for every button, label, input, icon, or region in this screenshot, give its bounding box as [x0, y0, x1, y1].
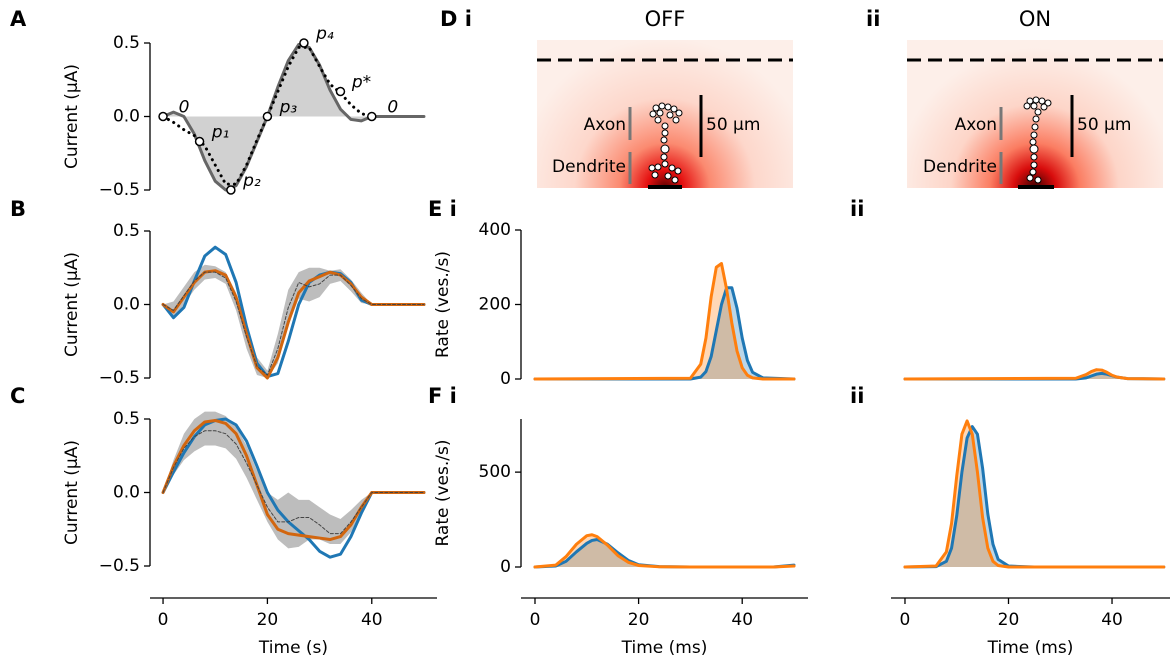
x-tick-label: 0 — [900, 610, 911, 630]
x-axis-label: Time (s) — [258, 638, 328, 658]
point-label: 0 — [179, 98, 190, 118]
y-tick-label: 0.0 — [113, 107, 140, 127]
area — [904, 369, 1164, 379]
y-tick-label: 400 — [479, 220, 511, 240]
y-axis-label: Rate (ves./s) — [433, 251, 453, 358]
area — [163, 44, 424, 190]
point-label: p₁ — [211, 122, 230, 142]
x-axis-label: Time (ms) — [621, 638, 708, 658]
dendrite-label: Dendrite — [923, 157, 997, 177]
point-label: 0 — [387, 98, 398, 118]
x-tick-label: 20 — [998, 610, 1020, 630]
image-title: ON — [1019, 7, 1051, 31]
y-tick-label: 200 — [479, 295, 511, 315]
line — [161, 269, 426, 380]
x-tick-label: 0 — [530, 610, 541, 630]
x-tick-label: 40 — [1101, 610, 1123, 630]
x-tick-label: 40 — [361, 610, 383, 630]
area — [534, 534, 795, 567]
line — [533, 286, 796, 381]
panel-label: C — [10, 384, 25, 408]
y-tick-label: 0 — [500, 557, 511, 577]
y-axis-label: Current (μA) — [62, 440, 82, 545]
point — [194, 136, 205, 147]
panel-label: ii — [866, 7, 880, 31]
x-tick-label: 20 — [257, 610, 279, 630]
area — [904, 426, 1164, 567]
line — [533, 533, 796, 569]
line — [162, 271, 425, 376]
line — [161, 418, 426, 542]
line — [161, 417, 426, 559]
scale-label: 50 μm — [1077, 115, 1131, 135]
point — [335, 86, 346, 97]
panel-label: B — [10, 197, 26, 221]
x-tick-label: 40 — [731, 610, 753, 630]
y-tick-label: 0 — [500, 369, 511, 389]
y-axis-label: Current (μA) — [62, 252, 82, 357]
panel-label: E i — [428, 197, 457, 221]
axon-label: Axon — [584, 115, 626, 135]
panel-label: F i — [428, 384, 457, 408]
y-tick-label: 0.0 — [113, 295, 140, 315]
area — [534, 287, 795, 379]
line — [903, 425, 1166, 569]
x-tick-label: 20 — [628, 610, 650, 630]
scale-label: 50 μm — [706, 115, 760, 135]
point-label: p₃ — [279, 98, 298, 118]
y-tick-label: 500 — [479, 462, 511, 482]
area — [904, 420, 1164, 567]
point — [299, 38, 309, 48]
panel-label: D i — [440, 7, 472, 31]
y-tick-label: 0.5 — [113, 33, 140, 53]
line — [162, 430, 425, 535]
y-tick-label: −0.5 — [99, 368, 140, 388]
y-tick-label: 0.0 — [113, 483, 140, 503]
panel-label: A — [10, 7, 27, 31]
point-label: p* — [351, 73, 371, 93]
point-label: p₄ — [315, 24, 334, 44]
image-off: OFF Axon Dendrite 50 μm — [537, 7, 793, 189]
dendrite-label: Dendrite — [552, 157, 626, 177]
area — [534, 539, 795, 567]
y-tick-label: −0.5 — [99, 180, 140, 200]
panel-label: ii — [850, 197, 864, 221]
point — [226, 185, 236, 195]
line — [533, 262, 796, 381]
axon-label: Axon — [955, 115, 997, 135]
y-tick-label: −0.5 — [99, 556, 140, 576]
x-axis-label: Time (ms) — [987, 638, 1074, 658]
y-tick-label: 0.5 — [113, 409, 140, 429]
area — [534, 263, 795, 379]
point — [262, 111, 273, 122]
panel-label: ii — [850, 384, 864, 408]
x-tick-label: 0 — [158, 610, 169, 630]
image-title: OFF — [645, 7, 686, 31]
y-axis-label: Rate (ves./s) — [433, 439, 453, 546]
line — [903, 368, 1166, 381]
point — [367, 111, 377, 122]
y-axis-label: Current (μA) — [62, 64, 82, 169]
point — [158, 111, 168, 122]
point-label: p₂ — [242, 171, 261, 191]
y-tick-label: 0.5 — [113, 221, 140, 241]
line — [903, 419, 1166, 569]
image-on: ON Axon Dendrite 50 μm — [907, 7, 1163, 189]
